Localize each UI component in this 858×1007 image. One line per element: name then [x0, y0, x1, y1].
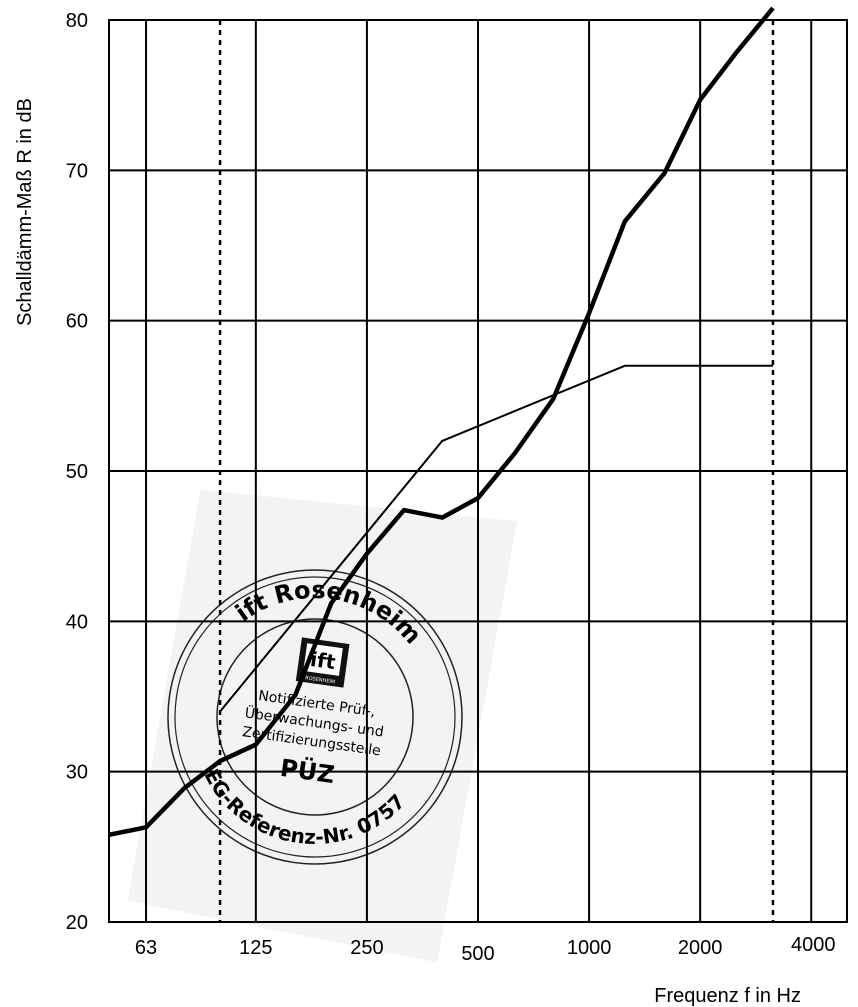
plot-frame — [108, 19, 848, 923]
measurement-range-markers — [218, 20, 775, 922]
y-axis-label: Schalldämm-Maß R in dB — [14, 98, 36, 326]
x-tick-label: 500 — [461, 943, 494, 965]
x-tick-label: 2000 — [678, 937, 723, 959]
x-tick-label: 4000 — [791, 934, 836, 956]
series-line-measured — [108, 6, 775, 838]
ift-logo: ift ROSENHEIM — [295, 637, 350, 688]
data-series — [108, 6, 775, 838]
grid — [109, 19, 847, 923]
y-tick-label: 80 — [66, 10, 88, 32]
y-tick-labels: 20 30 40 50 60 70 80 — [66, 10, 88, 934]
x-tick-label: 125 — [239, 937, 272, 959]
svg-text:ROSENHEIM: ROSENHEIM — [305, 675, 336, 685]
x-axis-label: Frequenz f in Hz — [654, 985, 801, 1007]
ift-rosenheim-seal: ift Rosenheim EG-Referenz-Nr. 0757 ift R… — [127, 489, 518, 963]
y-tick-label: 70 — [66, 160, 88, 182]
series-line-reference — [219, 364, 773, 713]
x-tick-labels: 63 125 250 500 1000 2000 4000 — [135, 934, 836, 965]
x-tick-label: 63 — [135, 937, 157, 959]
y-tick-label: 20 — [66, 912, 88, 934]
x-tick-label: 250 — [350, 937, 383, 959]
y-tick-label: 60 — [66, 311, 88, 333]
y-tick-label: 30 — [66, 762, 88, 784]
y-tick-label: 40 — [66, 611, 88, 633]
x-tick-label: 1000 — [567, 937, 612, 959]
y-tick-label: 50 — [66, 461, 88, 483]
